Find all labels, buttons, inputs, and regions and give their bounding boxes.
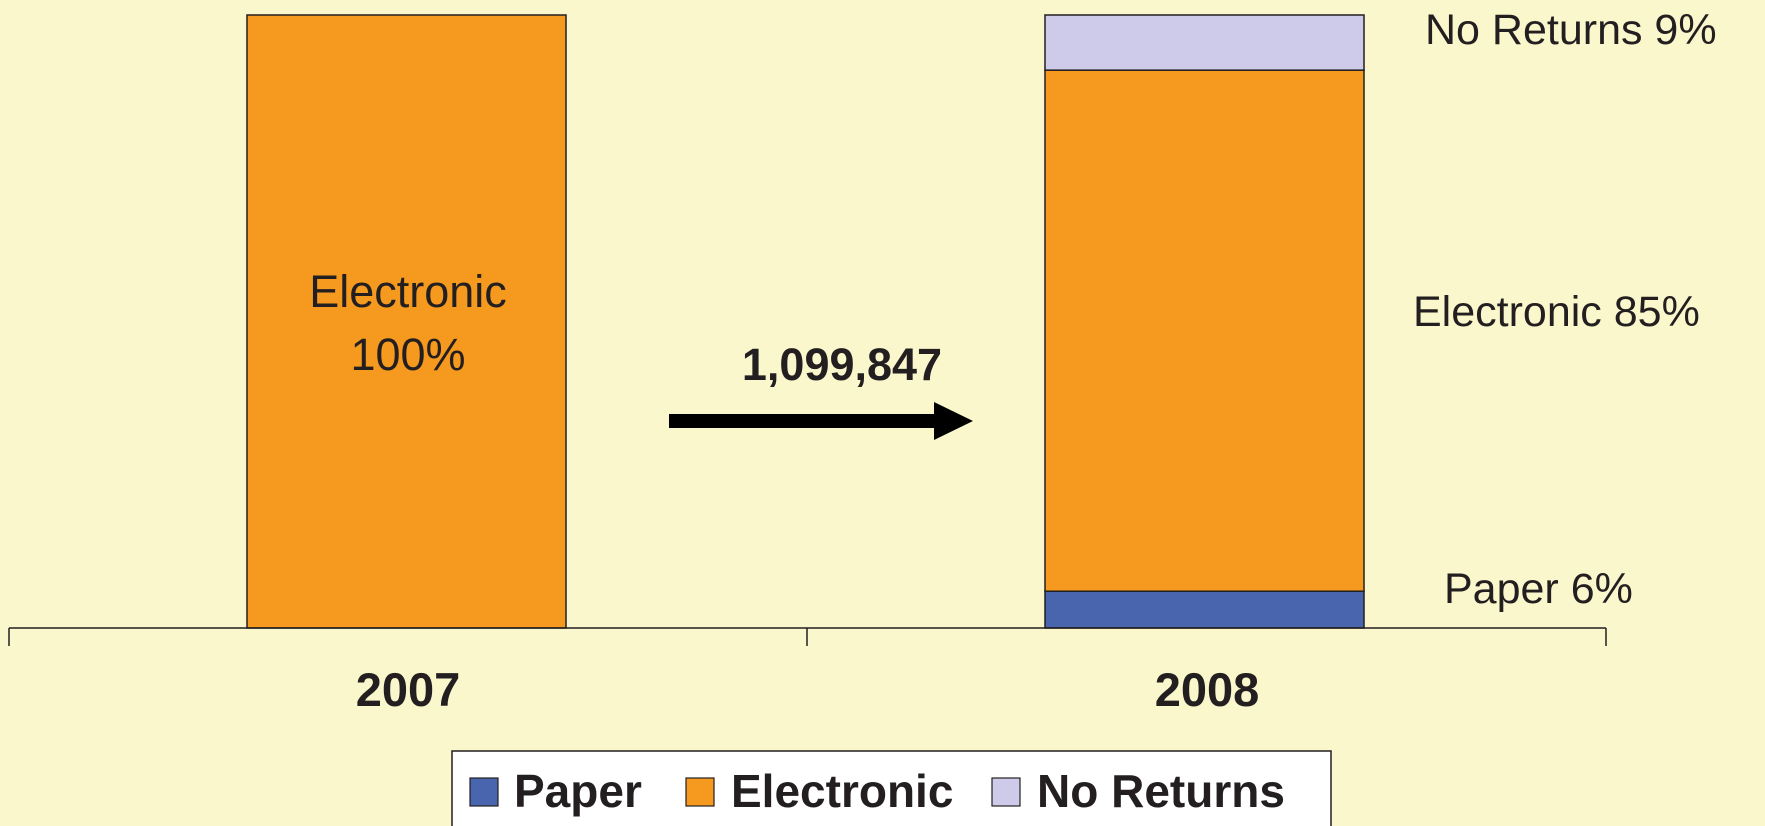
x-axis-ticks — [8, 628, 1607, 646]
data-label-2007-electronic-value: 100% — [350, 329, 465, 380]
legend-label-electronic: Electronic — [731, 765, 953, 817]
category-label-2007: 2007 — [356, 663, 461, 716]
arrow-head-icon — [934, 402, 973, 440]
data-label-2008-no-returns: No Returns 9% — [1425, 6, 1717, 54]
bar-2008-paper — [1044, 590, 1365, 629]
arrow-annotation: 1,099,847 — [669, 339, 973, 440]
legend-box — [451, 750, 1332, 826]
data-label-2008-electronic: Electronic 85% — [1413, 288, 1700, 336]
legend-swatch-paper — [469, 777, 499, 807]
data-labels: Electronic 100% No Returns 9% Electronic… — [309, 6, 1716, 613]
legend: Paper Electronic No Returns — [451, 750, 1332, 826]
legend-swatch-no-returns — [991, 777, 1021, 807]
bars-group — [246, 14, 1365, 629]
arrow-shaft — [669, 414, 936, 428]
category-labels: 2007 2008 — [356, 663, 1260, 716]
bar-2008-no-returns — [1044, 14, 1365, 71]
annotation-count: 1,099,847 — [742, 339, 942, 390]
bar-2008-electronic — [1044, 69, 1365, 592]
legend-swatch-electronic — [685, 777, 715, 807]
category-label-2008: 2008 — [1155, 663, 1260, 716]
data-label-2007-electronic-name: Electronic — [309, 266, 507, 317]
bar-2007-electronic — [246, 14, 567, 629]
legend-label-no-returns: No Returns — [1037, 765, 1285, 817]
data-label-2008-paper: Paper 6% — [1444, 565, 1633, 613]
legend-label-paper: Paper — [514, 765, 642, 817]
